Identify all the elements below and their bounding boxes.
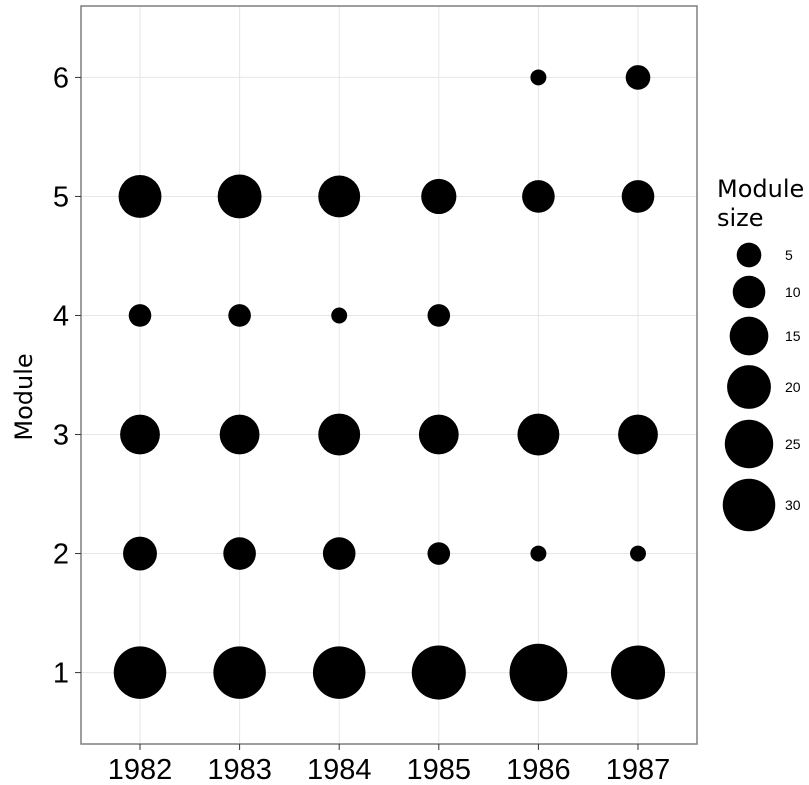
legend-title-line-1: Module (717, 175, 804, 203)
y-tick-label-5: 5 (53, 181, 69, 213)
x-tick-label-1983: 1983 (207, 754, 272, 785)
y-tick-label-2: 2 (53, 539, 69, 571)
x-tick-label-1984: 1984 (307, 754, 372, 785)
point-1985-module-4 (427, 304, 451, 327)
point-1983-module-4 (228, 304, 251, 327)
point-1986-module-6 (530, 69, 547, 86)
point-1987-module-6 (625, 65, 651, 90)
legend-title-line-2: size (717, 204, 764, 232)
point-1983-module-2 (223, 537, 256, 570)
point-1984-module-2 (322, 537, 356, 570)
point-1985-module-5 (421, 178, 457, 215)
point-1985-module-2 (427, 542, 451, 565)
point-1984-module-4 (331, 307, 348, 324)
legend-key-30 (722, 478, 776, 532)
point-1984-module-1 (312, 646, 366, 699)
y-tick-label-4: 4 (53, 300, 69, 332)
point-1983-module-5 (217, 174, 262, 219)
point-1986-module-3 (517, 413, 560, 456)
point-1987-module-5 (621, 180, 655, 213)
point-1982-module-2 (123, 536, 157, 571)
legend-label-20: 20 (785, 379, 801, 395)
point-1985-module-1 (411, 645, 466, 700)
x-axis: 1982 1983 1984 1985 1986 1987 (108, 744, 671, 785)
legend-key-15 (729, 316, 769, 356)
point-1984-module-3 (318, 413, 361, 456)
point-1987-module-1 (610, 645, 666, 700)
x-tick-label-1982: 1982 (108, 754, 173, 785)
point-1987-module-2 (630, 545, 646, 562)
point-1986-module-2 (530, 545, 547, 562)
y-tick-label-6: 6 (53, 62, 69, 94)
point-1983-module-3 (219, 414, 260, 455)
y-axis-title: Module (10, 353, 38, 440)
point-1982-module-1 (113, 646, 167, 699)
point-1985-module-3 (418, 414, 459, 455)
x-tick-label-1985: 1985 (407, 754, 472, 785)
plot-background (81, 6, 697, 744)
legend-key-10 (732, 275, 766, 309)
legend-label-5: 5 (785, 247, 793, 263)
point-1986-module-1 (509, 643, 568, 702)
legend-label-30: 30 (785, 497, 801, 513)
point-1982-module-3 (120, 414, 160, 455)
plot-border (80, 5, 698, 745)
grid-lines (81, 6, 697, 744)
point-1983-module-1 (213, 646, 266, 699)
legend-label-10: 10 (785, 284, 801, 300)
data-points (113, 65, 666, 702)
y-tick-label-3: 3 (53, 420, 69, 452)
y-axis: 1 2 3 4 5 6 (53, 62, 81, 690)
legend-key-5 (736, 242, 762, 268)
legend-label-15: 15 (785, 328, 801, 344)
x-tick-label-1987: 1987 (606, 754, 671, 785)
x-tick-label-1986: 1986 (506, 754, 571, 785)
point-1984-module-5 (318, 175, 361, 218)
point-1986-module-5 (522, 180, 555, 213)
legend-key-20 (727, 365, 771, 409)
point-1987-module-3 (618, 414, 658, 455)
y-tick-label-1: 1 (53, 658, 69, 690)
legend-label-25: 25 (785, 436, 801, 452)
point-1982-module-5 (118, 175, 162, 218)
point-1982-module-4 (128, 304, 152, 327)
legend-key-25 (724, 419, 774, 469)
